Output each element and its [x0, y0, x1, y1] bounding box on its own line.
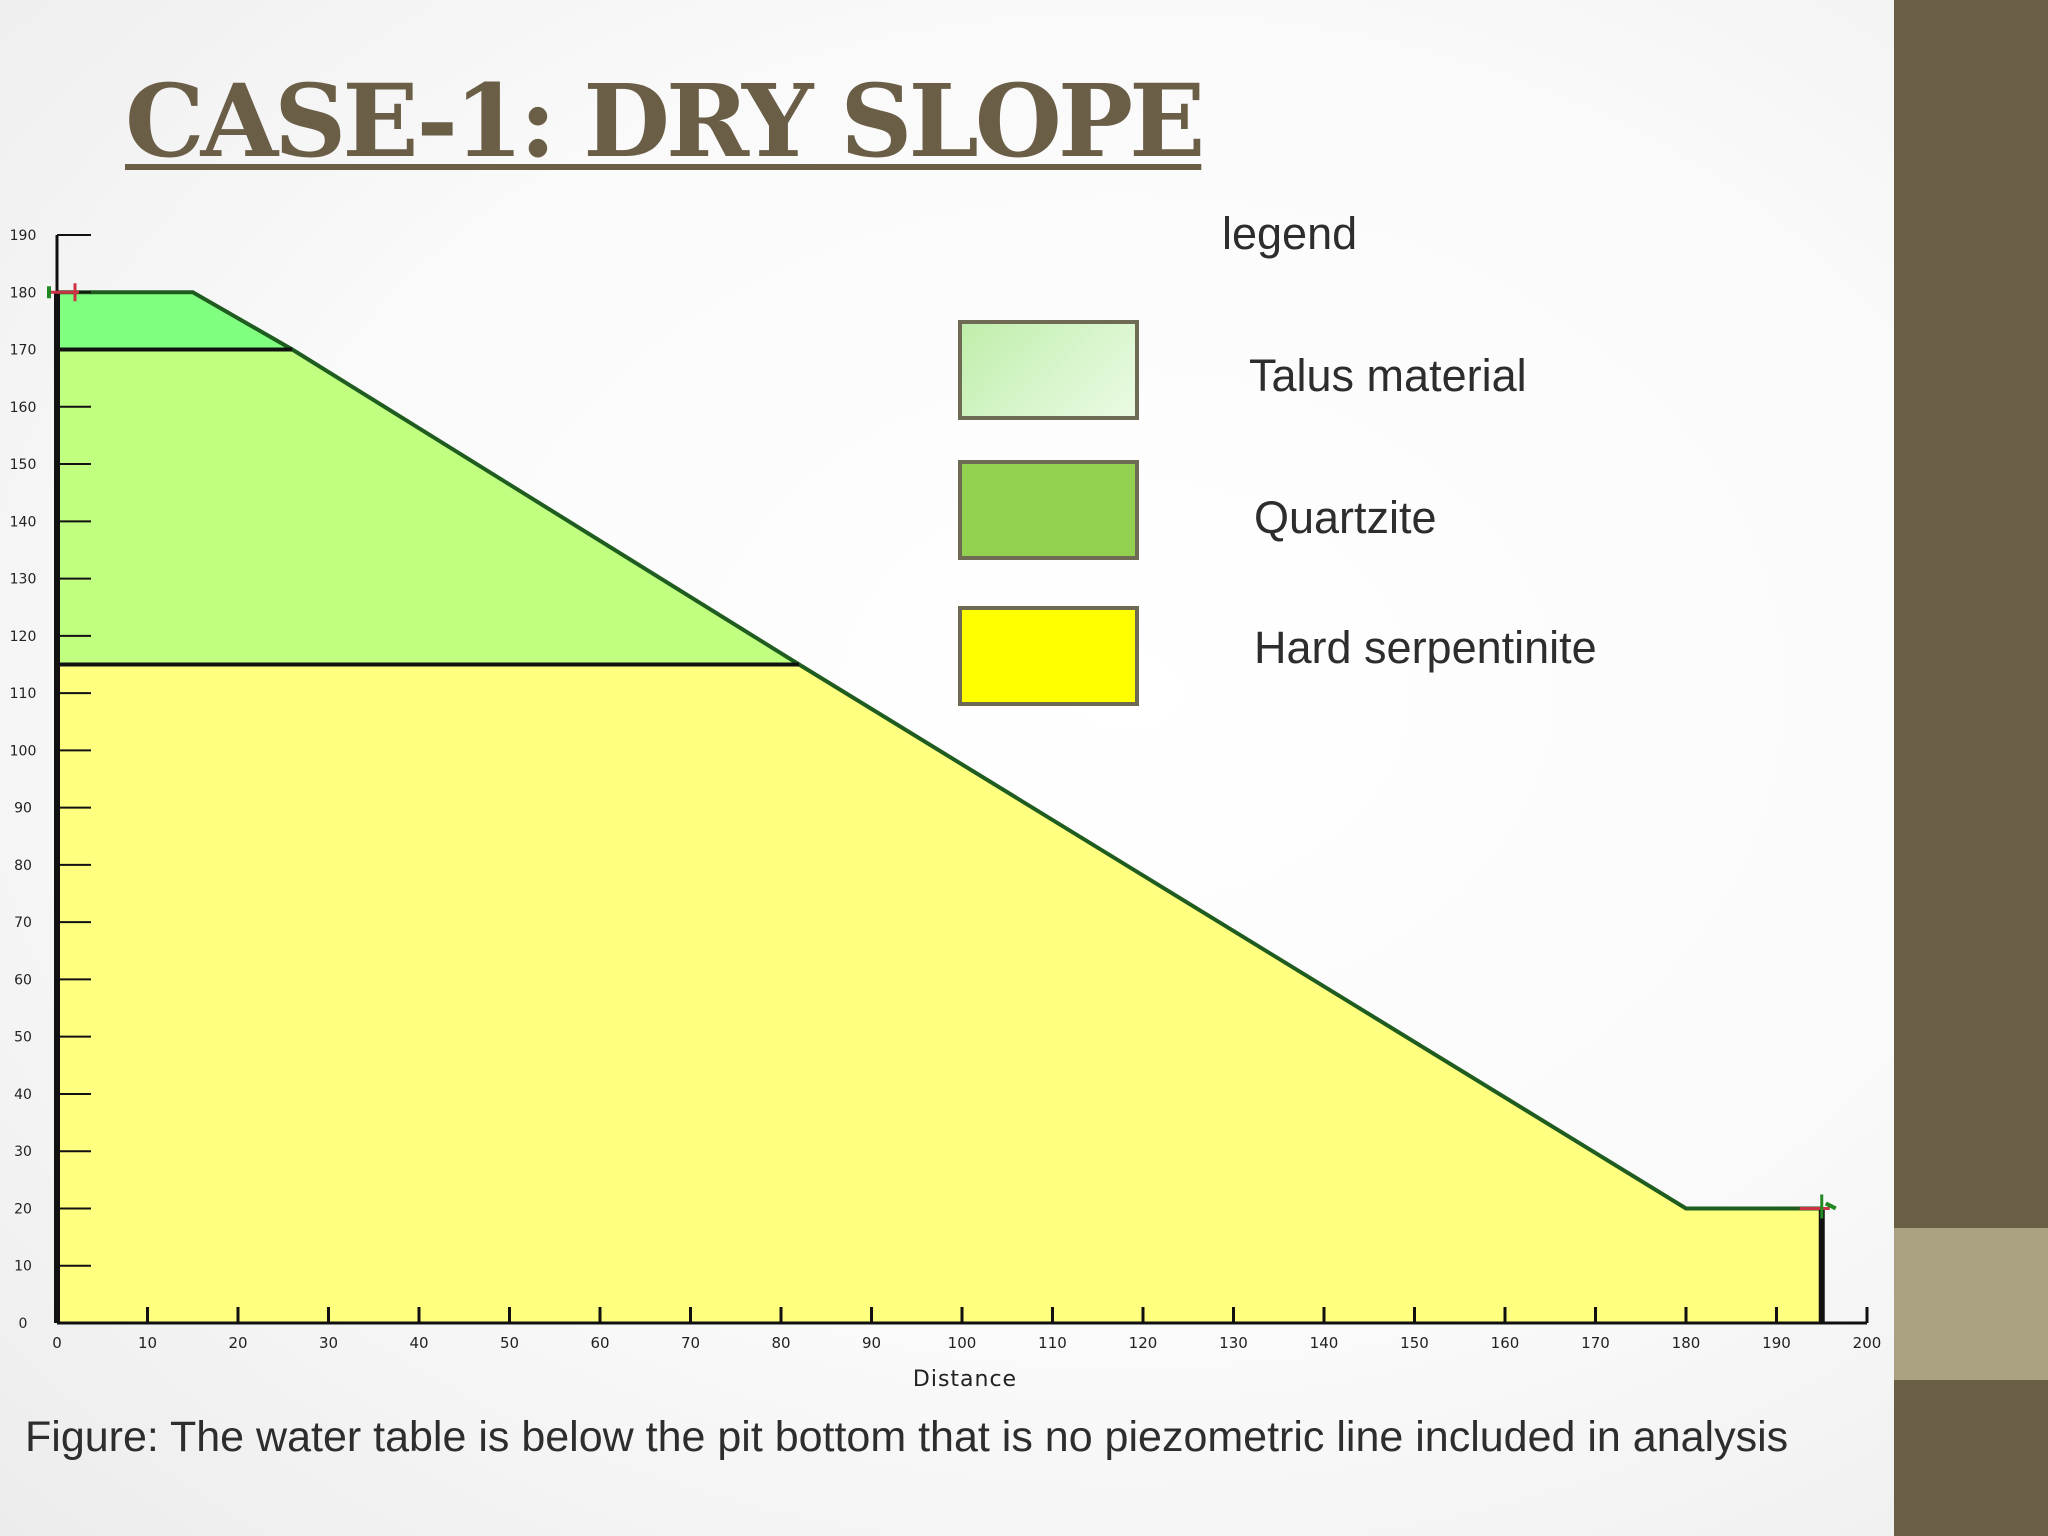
legend-swatch-quartzite: [958, 460, 1139, 560]
x-tick-label: 80: [771, 1334, 790, 1352]
x-tick-label: 30: [319, 1334, 338, 1352]
axes: 0 10 20 30 40 50 60 70 80 90 100 110 120 130 140 150 160…: [10, 228, 1882, 1392]
x-tick-label: 150: [1400, 1334, 1429, 1352]
x-tick-label: 170: [1581, 1334, 1610, 1352]
y-tick-label: 180: [10, 285, 37, 301]
x-tick-label: 90: [862, 1334, 881, 1352]
y-tick-label: 10: [14, 1259, 32, 1275]
y-tick-label: 60: [14, 972, 32, 988]
layer-hard-serpentinite: [57, 664, 1822, 1323]
y-tick-label: 190: [10, 228, 37, 244]
x-tick-label: 100: [948, 1334, 977, 1352]
boundary-markers: [47, 283, 1837, 1219]
ground-surface-line: [57, 290, 1822, 1211]
y-tick-label: 130: [10, 572, 37, 588]
x-tick-label: 120: [1129, 1334, 1158, 1352]
x-tick-label: 60: [590, 1334, 609, 1352]
slope-cross-section-diagram: 0 10 20 30 40 50 60 70 80 90 100 110 120 130 140 150 160…: [10, 228, 1882, 1392]
material-layers: [57, 292, 1822, 1323]
legend-swatch-serpentinite: [958, 606, 1139, 706]
y-tick-label: 120: [10, 629, 37, 645]
y-tick-label: 20: [14, 1201, 32, 1217]
x-tick-label: 200: [1853, 1334, 1882, 1352]
layer-talus-material: [57, 292, 293, 350]
y-tick-label: 100: [10, 743, 37, 759]
layer-quartzite: [57, 349, 800, 665]
x-tick-label: 40: [409, 1334, 428, 1352]
y-tick-label: 160: [10, 400, 37, 416]
x-tick-label: 0: [52, 1334, 62, 1352]
y-tick-label: 150: [10, 457, 37, 473]
legend-label-serpentinite: Hard serpentinite: [1254, 622, 1597, 673]
x-tick-label: 140: [1310, 1334, 1339, 1352]
figure-caption: Figure: The water table is below the pit…: [25, 1413, 1789, 1461]
y-tick-label: 110: [10, 686, 37, 702]
x-tick-label: 180: [1672, 1334, 1701, 1352]
y-tick-label: 30: [14, 1144, 32, 1160]
y-tick-label: 90: [14, 801, 32, 817]
slide-sidebar-accent: [1894, 1228, 2048, 1380]
x-tick-label: 190: [1762, 1334, 1791, 1352]
y-tick-label: 40: [14, 1087, 32, 1103]
legend-heading: legend: [1222, 208, 1358, 259]
y-tick-label: 0: [19, 1316, 28, 1332]
x-tick-label: 50: [500, 1334, 519, 1352]
legend-label-quartzite: Quartzite: [1254, 492, 1437, 543]
right-boundary-marker-anchor: [1824, 1201, 1837, 1211]
x-tick-label: 10: [138, 1334, 157, 1352]
x-axis-label: Distance: [913, 1367, 1017, 1392]
y-tick-label: 50: [14, 1030, 32, 1046]
legend-swatch-talus: [958, 320, 1139, 420]
x-tick-label: 130: [1219, 1334, 1248, 1352]
x-tick-label: 160: [1491, 1334, 1520, 1352]
y-tick-label: 70: [14, 915, 32, 931]
x-tick-label: 20: [228, 1334, 247, 1352]
y-tick-label: 170: [10, 343, 37, 359]
legend-label-talus: Talus material: [1249, 350, 1527, 401]
slide-title: CASE-1: DRY SLOPE: [125, 62, 1205, 180]
x-tick-label: 70: [681, 1334, 700, 1352]
y-tick-label: 80: [14, 858, 32, 874]
y-tick-label: 140: [10, 514, 37, 530]
x-tick-label: 110: [1038, 1334, 1067, 1352]
